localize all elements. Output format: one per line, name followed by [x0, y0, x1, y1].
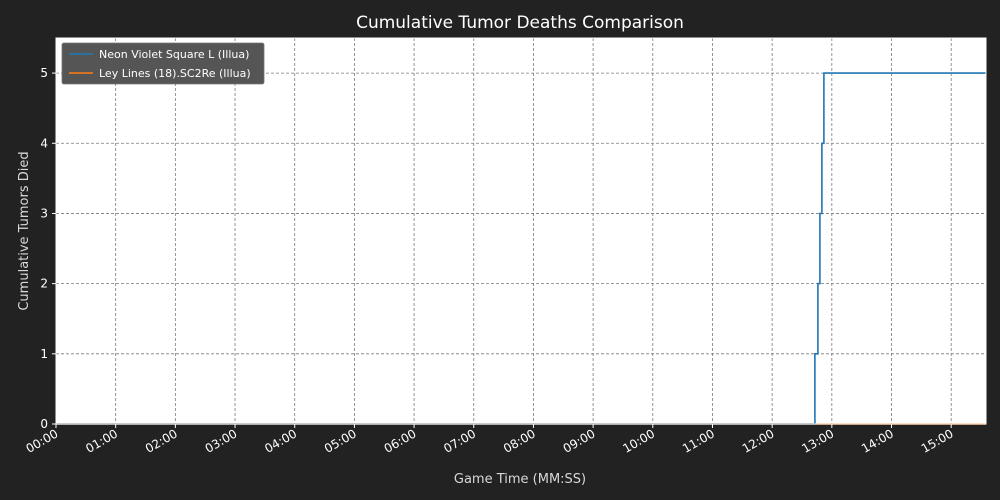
- y-tick-label: 2: [40, 277, 48, 291]
- x-tick-label: 07:00: [441, 426, 478, 455]
- y-tick-label: 5: [40, 66, 48, 80]
- y-axis-label: Cumulative Tumors Died: [17, 151, 32, 310]
- x-tick-label: 12:00: [740, 426, 777, 455]
- y-tick-label: 1: [40, 347, 48, 361]
- x-tick-label: 05:00: [322, 426, 359, 455]
- legend: Neon Violet Square L (Illua) Ley Lines (1…: [61, 42, 265, 85]
- x-tick-label: 06:00: [382, 426, 419, 455]
- y-tick-label: 3: [40, 206, 48, 220]
- x-tick-label: 14:00: [859, 426, 896, 455]
- x-tick-label: 08:00: [501, 426, 538, 455]
- y-tick-label: 4: [40, 136, 48, 150]
- x-tick-label: 09:00: [561, 426, 598, 455]
- chart-title: Cumulative Tumor Deaths Comparison: [356, 13, 684, 33]
- series-line-neon-violet-square-l-illua: [56, 72, 986, 425]
- x-tick-label: 13:00: [799, 426, 836, 455]
- x-tick-label: 04:00: [262, 426, 299, 455]
- legend-entry-label: Neon Violet Square L (Illua): [99, 48, 249, 61]
- x-tick-label: 03:00: [203, 426, 240, 455]
- x-tick-label: 01:00: [83, 426, 120, 455]
- plot-frame: [55, 37, 987, 425]
- x-axis-label: Game Time (MM:SS): [454, 472, 586, 487]
- x-tick-label: 02:00: [143, 426, 180, 455]
- legend-entry-label: Ley Lines (18).SC2Re (Illua): [99, 67, 251, 80]
- y-tick-label: 0: [40, 417, 48, 431]
- x-tick-label: 11:00: [680, 426, 717, 455]
- legend-box: [61, 42, 265, 85]
- x-tick-label: 10:00: [620, 426, 657, 455]
- plot-area: [56, 38, 986, 424]
- x-tick-label: 15:00: [919, 426, 956, 455]
